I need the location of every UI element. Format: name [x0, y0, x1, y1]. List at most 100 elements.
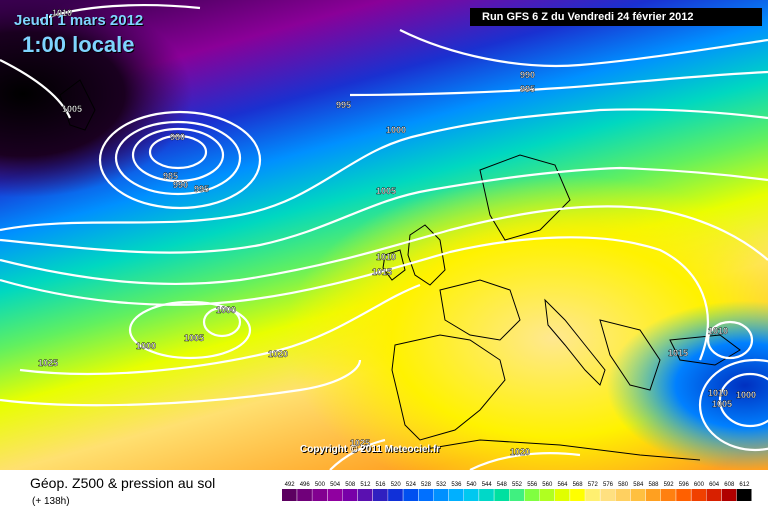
legend-swatch	[479, 489, 494, 501]
chart-title: Géop. Z500 & pression au sol	[30, 475, 216, 491]
isobar-995-low	[98, 110, 262, 210]
legend-swatch	[585, 489, 600, 501]
isobar-1020-south	[19, 283, 421, 375]
coast-ireland	[382, 249, 406, 281]
isobar-1010-nw	[39, 4, 201, 22]
legend-swatch	[539, 489, 555, 501]
legend-tick-label: 588	[648, 482, 659, 488]
forecast-date: Jeudi 1 mars 2012	[14, 12, 144, 29]
legend-swatch	[721, 489, 737, 501]
isobar-label: 1010	[52, 8, 72, 18]
legend-tick-label: 608	[724, 482, 735, 488]
isobar-label: 1000	[736, 390, 756, 400]
legend-swatch	[706, 489, 722, 501]
legend-tick-label: 548	[497, 482, 508, 488]
coast-france	[439, 279, 521, 341]
isobar-1000-north	[0, 108, 768, 232]
legend-tick-label: 512	[360, 482, 371, 488]
isobar-985	[131, 127, 225, 183]
isobar-1005-mid	[0, 166, 768, 254]
legend-tick-label: 528	[421, 482, 432, 488]
coast-north-africa	[419, 439, 701, 461]
legend-swatch	[403, 489, 418, 501]
legend-tick-label: 584	[633, 482, 644, 488]
legend-swatch	[448, 489, 464, 501]
legend-swatch	[524, 489, 540, 501]
legend-tick-label: 492	[285, 482, 296, 488]
legend-tick-label: 604	[709, 482, 720, 488]
legend-swatch	[570, 489, 585, 501]
coast-uk	[407, 224, 446, 286]
geopotential-west-low	[0, 0, 768, 470]
legend-tick-label: 564	[557, 482, 568, 488]
isobar-label: 995	[520, 84, 535, 94]
legend-swatch	[433, 489, 449, 501]
legend-tick-label: 540	[466, 482, 477, 488]
legend-swatch	[691, 489, 707, 501]
legend-tick-label: 600	[694, 482, 705, 488]
copyright: Copyright © 2011 Meteociel.fr	[300, 444, 441, 455]
legend-swatch	[388, 489, 403, 501]
forecast-time: 1:00 locale	[22, 32, 135, 57]
isobar-label: 980	[170, 132, 185, 142]
legend-tick-label: 496	[300, 482, 311, 488]
weather-map: 1010 1005 980 985 990 995 995 990 995 10…	[0, 0, 768, 470]
isobar-label: 990	[520, 70, 535, 80]
legend-swatch	[630, 489, 646, 501]
isobar-1025-south	[0, 359, 362, 407]
legend-tick-label: 536	[451, 482, 462, 488]
legend-tick-label: 524	[406, 482, 417, 488]
legend-tick-label: 516	[375, 482, 386, 488]
isobar-label: 1010	[708, 326, 728, 336]
legend-tick-label: 580	[618, 482, 629, 488]
legend-swatch	[509, 489, 525, 501]
isobar-1010-mid	[0, 205, 768, 286]
legend-swatch	[661, 489, 676, 501]
legend-swatch	[297, 489, 312, 501]
legend-swatch	[373, 489, 388, 501]
isobar-label: 985	[163, 171, 178, 181]
legend-tick-label: 612	[739, 482, 750, 488]
legend-swatch	[282, 489, 297, 501]
isobar-990-north	[399, 29, 768, 68]
isobar-1005-nw	[0, 59, 72, 119]
isobar-label: 1010	[376, 252, 396, 262]
legend-swatch	[463, 489, 479, 501]
legend-tick-label: 572	[588, 482, 599, 488]
isobar-label: 1015	[668, 348, 688, 358]
legend-tick-label: 576	[603, 482, 614, 488]
legend-swatch	[600, 489, 616, 501]
isobar-1015-mid	[0, 236, 709, 361]
coast-iberia	[391, 334, 506, 441]
legend-swatch	[494, 489, 509, 501]
isobar-1010-east	[706, 320, 754, 360]
legend-tick-label: 532	[436, 482, 447, 488]
footer: Géop. Z500 & pression au sol (+ 138h) 49…	[0, 470, 768, 512]
legend-tick-label: 552	[512, 482, 523, 488]
isobar-980	[148, 134, 208, 170]
legend-swatch	[312, 489, 327, 501]
legend-tick-label: 556	[527, 482, 538, 488]
coast-balkans	[599, 319, 661, 391]
isobar-label: 1000	[386, 125, 406, 135]
legend-tick-label: 592	[664, 482, 675, 488]
isobar-label: 1005	[184, 333, 204, 343]
coast-greenland	[59, 79, 96, 131]
legend-swatch	[676, 489, 691, 501]
isobar-1000-atlantic	[202, 306, 242, 338]
legend-swatch	[736, 489, 752, 501]
isobar-label: 1000	[136, 341, 156, 351]
legend-swatch	[615, 489, 631, 501]
isobar-1005-atlantic	[128, 300, 252, 360]
isobar-label: 1025	[350, 438, 370, 448]
isobars	[0, 4, 768, 470]
legend-tick-label: 544	[482, 482, 493, 488]
legend-swatch	[342, 489, 358, 501]
isobar-label: 995	[194, 184, 209, 194]
run-info: Run GFS 6 Z du Vendredi 24 février 2012	[470, 8, 762, 26]
isobar-label: 1005	[376, 186, 396, 196]
isobar-labels: 1010 1005 980 985 990 995 995 990 995 10…	[38, 8, 756, 457]
forecast-lead: (+ 138h)	[32, 496, 70, 507]
isobar-label: 1015	[372, 267, 392, 277]
